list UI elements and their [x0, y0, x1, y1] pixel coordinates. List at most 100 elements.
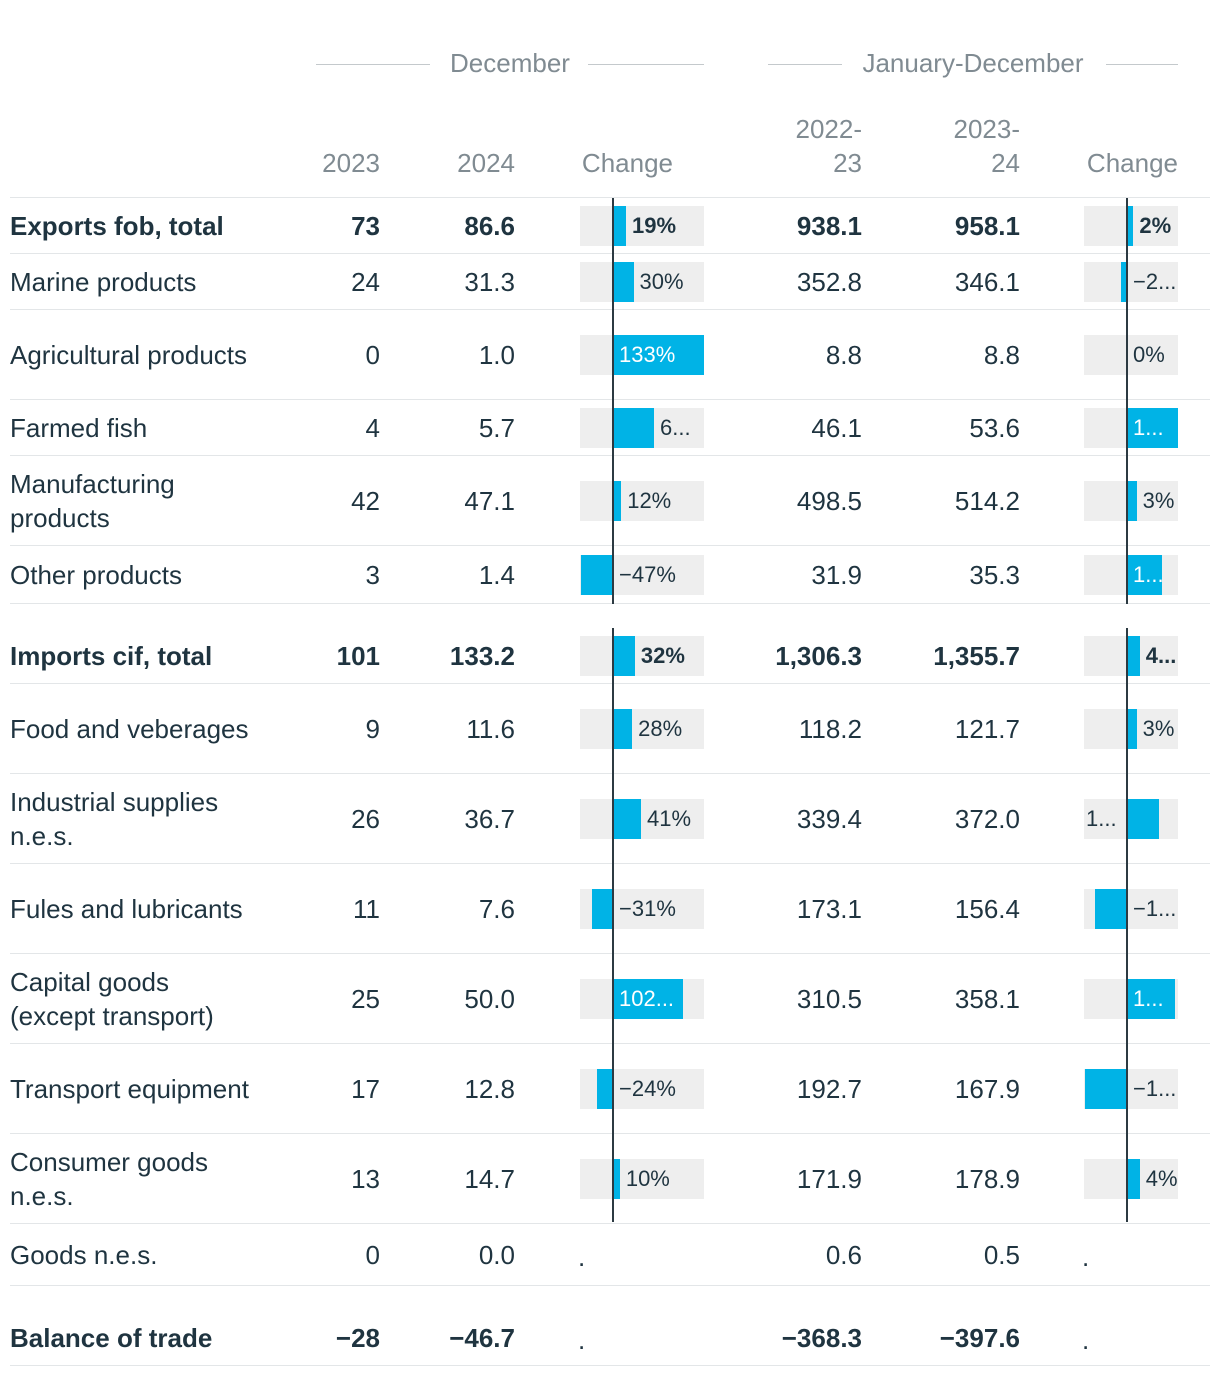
- row-divider: [10, 863, 1210, 864]
- col-header-2023: 2023: [322, 148, 380, 178]
- change-axis-line: [1126, 628, 1128, 1222]
- change2-bar: [1127, 1159, 1140, 1199]
- cell-2023-24: −397.6: [939, 1323, 1020, 1353]
- col-header-2023-24-b: 24: [991, 148, 1020, 178]
- cell-2023: −28: [335, 1323, 380, 1353]
- change-label: 28%: [638, 716, 683, 741]
- cell-2024: 0.0: [478, 1240, 515, 1270]
- row-divider: [10, 683, 1210, 684]
- change-dot: .: [578, 1242, 586, 1272]
- change-axis-line: [612, 628, 614, 1222]
- change2-bar: [1127, 555, 1163, 595]
- col-header-2024: 2024: [457, 148, 515, 178]
- change2-bar: [1127, 709, 1137, 749]
- row-divider: [10, 1133, 1210, 1134]
- group-header-december-label: December: [450, 48, 570, 78]
- change2-label: 4...: [1145, 643, 1177, 668]
- change-bar: [613, 481, 622, 521]
- change2-label: 2%: [1139, 213, 1172, 238]
- change-label: 32%: [640, 643, 685, 668]
- change-bar: [613, 979, 683, 1019]
- row-divider: [10, 1043, 1210, 1044]
- cell-2024: 5.7: [478, 413, 515, 443]
- row-divider: [10, 1285, 1210, 1286]
- row-label: Industrial supplies n.e.s.: [10, 787, 219, 851]
- change-bar: [613, 206, 626, 246]
- change-bar-track: [580, 206, 704, 246]
- change2-label: 4%: [1145, 1166, 1178, 1191]
- change2-bar: [1095, 889, 1127, 929]
- change2-bar-track: [1084, 335, 1178, 375]
- cell-2023-24: 958.1: [954, 211, 1020, 241]
- row-label: Consumer goods n.e.s.: [10, 1147, 208, 1211]
- change2-dot: .: [1082, 1242, 1090, 1272]
- change2-label: 1...: [1133, 415, 1164, 440]
- change-bar: [591, 889, 613, 929]
- cell-2022-23: 0.6: [825, 1240, 862, 1270]
- cell-2024: 1.4: [478, 560, 515, 590]
- row-divider: [10, 545, 1210, 546]
- change-bar: [613, 1159, 620, 1199]
- cell-2023: 26: [351, 804, 380, 834]
- cell-2023-24: 121.7: [954, 714, 1020, 744]
- cell-2024: 14.7: [464, 1164, 515, 1194]
- row-label: Manufacturing products: [10, 469, 175, 533]
- change-label: −47%: [619, 562, 676, 587]
- change-bar: [580, 555, 613, 595]
- change-label: 10%: [625, 1166, 670, 1191]
- cell-2024: 86.6: [464, 211, 515, 241]
- cell-2022-23: 173.1: [796, 894, 862, 924]
- group-rule-right: [588, 64, 704, 65]
- change2-label: 0%: [1133, 342, 1165, 367]
- cell-2022-23: 938.1: [796, 211, 862, 241]
- cell-2023: 4: [365, 413, 380, 443]
- row-label: Balance of trade: [10, 1323, 213, 1353]
- cell-2023: 17: [351, 1074, 380, 1104]
- cell-2024: 31.3: [464, 267, 515, 297]
- group-rule-left: [768, 64, 842, 65]
- group-header-december: December: [316, 40, 704, 88]
- change2-dot: .: [1082, 1325, 1090, 1355]
- change-bar-track: [580, 799, 704, 839]
- row-label: Goods n.e.s.: [10, 1240, 158, 1270]
- row-divider: [10, 773, 1210, 774]
- change-bar-track: [580, 262, 704, 302]
- change-bar: [613, 636, 635, 676]
- cell-2023-24: 0.5: [983, 1240, 1020, 1270]
- row-label: Farmed fish: [10, 413, 148, 443]
- row-divider: [10, 953, 1210, 954]
- row-divider: [10, 253, 1210, 254]
- row-label: Imports cif, total: [10, 641, 213, 671]
- cell-2022-23: −368.3: [781, 1323, 862, 1353]
- change2-bar: [1127, 408, 1178, 448]
- change-bar-track: [580, 709, 704, 749]
- cell-2023-24: 167.9: [954, 1074, 1020, 1104]
- cell-2022-23: 118.2: [798, 714, 862, 744]
- row-divider: [10, 399, 1210, 400]
- change-label: 30%: [639, 269, 684, 294]
- change2-bar: [1127, 979, 1175, 1019]
- cell-2023: 42: [351, 486, 380, 516]
- cell-2024: 7.6: [478, 894, 515, 924]
- cell-2024: 12.8: [464, 1074, 515, 1104]
- cell-2023: 73: [351, 211, 380, 241]
- cell-2024: 47.1: [464, 486, 515, 516]
- cell-2023-24: 8.8: [983, 340, 1020, 370]
- col-header-2022-23-b: 23: [833, 148, 862, 178]
- row-label: Agricultural products: [10, 340, 247, 370]
- change2-bar: [1085, 1069, 1127, 1109]
- change-bar-track: [580, 481, 704, 521]
- cell-2023-24: 178.9: [954, 1164, 1020, 1194]
- row-label: Marine products: [10, 267, 197, 297]
- cell-2024: 1.0: [478, 340, 515, 370]
- row-label: Exports fob, total: [10, 211, 224, 241]
- change2-bar: [1127, 636, 1140, 676]
- cell-2023: 0: [365, 1240, 380, 1270]
- col-header-2023-24-a: 2023-: [953, 114, 1021, 144]
- row-divider: [10, 1365, 1210, 1366]
- change-dot: .: [578, 1325, 586, 1355]
- group-header-jan-dec-label: January-December: [862, 48, 1084, 78]
- row-divider: [10, 197, 1210, 198]
- cell-2024: 36.7: [464, 804, 515, 834]
- change2-bar: [1120, 262, 1127, 302]
